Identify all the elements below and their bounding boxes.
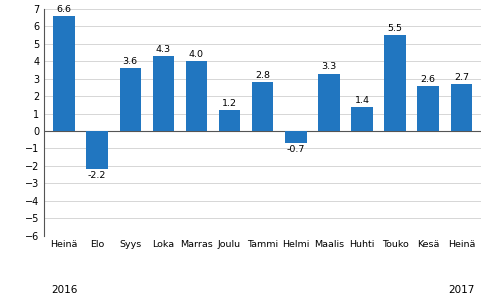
Text: 2.7: 2.7 <box>454 73 469 82</box>
Text: 3.6: 3.6 <box>123 57 138 66</box>
Text: 2.8: 2.8 <box>255 71 270 80</box>
Text: 3.3: 3.3 <box>321 63 336 72</box>
Bar <box>54 16 75 131</box>
Text: 4.0: 4.0 <box>189 50 204 59</box>
Bar <box>285 131 306 143</box>
Text: -0.7: -0.7 <box>287 145 305 154</box>
Text: 2017: 2017 <box>448 285 474 295</box>
Bar <box>351 107 373 131</box>
Text: 4.3: 4.3 <box>156 45 171 54</box>
Bar <box>219 110 240 131</box>
Bar <box>119 68 141 131</box>
Text: 6.6: 6.6 <box>56 5 72 14</box>
Text: 1.4: 1.4 <box>355 95 370 104</box>
Bar <box>417 86 439 131</box>
Text: 5.5: 5.5 <box>387 24 403 33</box>
Text: 1.2: 1.2 <box>222 99 237 108</box>
Text: 2.6: 2.6 <box>421 75 436 84</box>
Bar <box>153 56 174 131</box>
Text: 2016: 2016 <box>51 285 77 295</box>
Bar <box>186 61 207 131</box>
Text: -2.2: -2.2 <box>88 172 107 180</box>
Bar <box>384 35 406 131</box>
Bar <box>451 84 472 131</box>
Bar <box>86 131 108 169</box>
Bar <box>252 82 273 131</box>
Bar <box>318 73 340 131</box>
